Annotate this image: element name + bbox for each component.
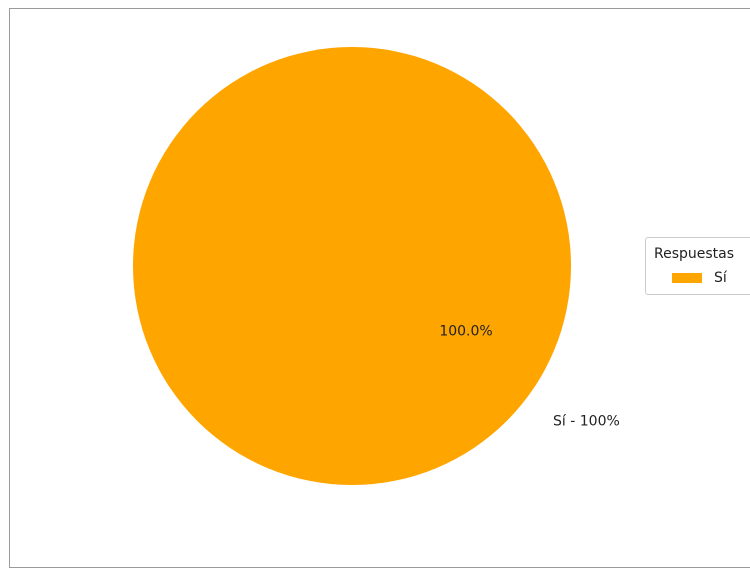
slice-category-label: Sí - 100% [553,414,620,430]
legend-title: Respuestas [654,246,735,262]
pie-slice [133,47,571,485]
legend-label: Sí [714,270,727,286]
pie-chart: 100.0% Sí - 100% [133,47,620,485]
legend-swatch [672,273,702,283]
legend: Respuestas Sí [645,237,750,295]
slice-percent-label: 100.0% [439,323,492,339]
legend-entry: Sí [672,270,727,286]
pie-slices [133,47,571,485]
